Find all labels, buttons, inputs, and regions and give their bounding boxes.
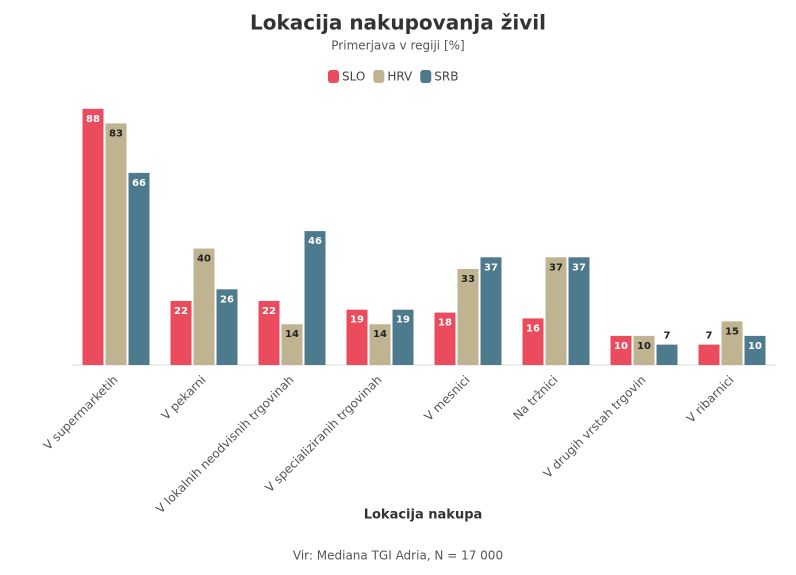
legend-swatch bbox=[373, 70, 385, 83]
data-label: 10 bbox=[748, 341, 762, 352]
data-label: 19 bbox=[396, 315, 410, 326]
bar bbox=[216, 289, 238, 365]
bar bbox=[545, 257, 567, 365]
x-tick-label: V drugih vrstah trgovin bbox=[541, 373, 649, 481]
legend-label: SRB bbox=[434, 70, 458, 84]
data-label: 16 bbox=[526, 323, 540, 334]
data-label: 26 bbox=[220, 294, 234, 305]
bar bbox=[656, 344, 678, 365]
chart-subtitle: Primerjava v regiji [%] bbox=[331, 39, 464, 53]
x-tick-label: V mesnici bbox=[422, 373, 473, 424]
data-label: 22 bbox=[174, 306, 188, 317]
x-tick-label: V supermarketih bbox=[41, 373, 121, 453]
data-label: 14 bbox=[285, 329, 299, 340]
data-label: 10 bbox=[637, 341, 651, 352]
data-label: 19 bbox=[350, 315, 364, 326]
source: Vir: Mediana TGI Adria, N = 17 000 bbox=[293, 549, 503, 563]
data-label: 37 bbox=[549, 262, 563, 273]
bar bbox=[392, 309, 414, 365]
legend-label: SLO bbox=[342, 70, 365, 84]
bar bbox=[82, 108, 104, 366]
bar bbox=[346, 309, 368, 365]
bar bbox=[105, 123, 127, 365]
x-tick-label: V lokalnih neodvisnih trgovinah bbox=[153, 373, 296, 516]
data-label: 37 bbox=[572, 262, 586, 273]
legend-swatch bbox=[420, 70, 432, 83]
x-tick-label: V ribarnici bbox=[684, 373, 737, 426]
bar bbox=[281, 324, 303, 365]
data-label: 14 bbox=[373, 329, 387, 340]
data-label: 7 bbox=[706, 331, 713, 342]
chart-title: Lokacija nakupovanja živil bbox=[250, 11, 546, 35]
bar bbox=[568, 257, 590, 365]
bar bbox=[304, 231, 326, 365]
legend-swatch bbox=[328, 70, 339, 83]
data-label: 37 bbox=[484, 262, 498, 273]
bar bbox=[522, 318, 544, 365]
data-label: 83 bbox=[109, 128, 123, 139]
data-label: 46 bbox=[308, 236, 322, 247]
bar bbox=[610, 335, 632, 365]
bar bbox=[193, 248, 215, 365]
x-axis-title: Lokacija nakupa bbox=[364, 508, 483, 523]
data-label: 66 bbox=[132, 178, 146, 189]
bar bbox=[721, 321, 743, 365]
data-label: 33 bbox=[461, 274, 475, 285]
data-label: 15 bbox=[725, 326, 739, 337]
data-label: 7 bbox=[664, 331, 671, 342]
bar bbox=[128, 172, 150, 365]
data-label: 40 bbox=[197, 254, 211, 265]
bar bbox=[698, 344, 720, 365]
data-label: 18 bbox=[438, 318, 452, 329]
bar bbox=[434, 312, 456, 365]
bar bbox=[744, 335, 766, 365]
x-tick-label: Na tržnici bbox=[510, 373, 560, 423]
bar bbox=[457, 268, 479, 365]
bar bbox=[258, 300, 280, 365]
data-label: 10 bbox=[614, 341, 628, 352]
bar bbox=[369, 324, 391, 365]
legend-label: HRV bbox=[387, 70, 413, 84]
bar bbox=[170, 300, 192, 365]
data-label: 22 bbox=[262, 306, 276, 317]
x-tick-label: V pekarni bbox=[159, 373, 209, 423]
bar bbox=[480, 257, 502, 365]
data-label: 88 bbox=[86, 114, 100, 125]
bar bbox=[633, 335, 655, 365]
